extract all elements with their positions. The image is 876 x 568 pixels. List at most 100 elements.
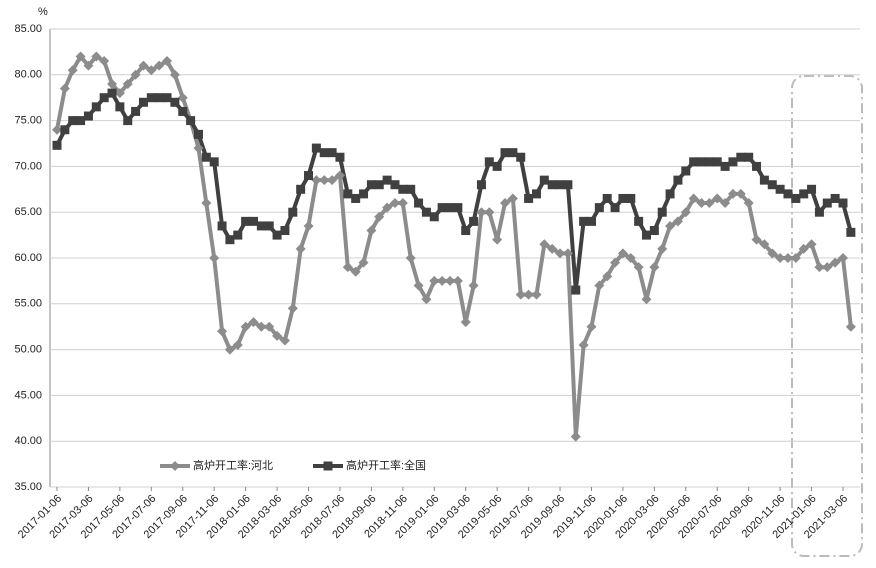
point-marker: [279, 335, 290, 346]
point-marker: [618, 193, 628, 203]
point-marker: [570, 431, 581, 442]
point-marker: [437, 203, 447, 213]
point-marker: [665, 189, 675, 199]
point-marker: [209, 157, 219, 167]
point-marker: [752, 161, 762, 171]
point-marker: [610, 203, 620, 213]
point-marker: [461, 226, 471, 236]
point-marker: [429, 212, 439, 222]
point-marker: [209, 253, 220, 263]
point-marker: [704, 198, 715, 209]
point-marker: [633, 262, 644, 273]
point-marker: [492, 234, 503, 245]
point-marker: [594, 203, 604, 213]
point-marker: [52, 140, 62, 150]
point-marker: [641, 294, 652, 305]
point-marker: [767, 248, 778, 259]
point-marker: [500, 148, 510, 158]
point-marker: [452, 275, 463, 286]
point-marker: [791, 193, 801, 203]
legend-label: 高炉开工率:全国: [346, 458, 426, 472]
point-marker: [201, 198, 212, 209]
point-marker: [563, 180, 573, 190]
point-marker: [327, 148, 337, 158]
point-marker: [249, 216, 258, 226]
point-marker: [523, 289, 534, 300]
point-marker: [296, 184, 306, 194]
point-marker: [586, 216, 596, 226]
point-marker: [169, 69, 180, 80]
point-marker: [814, 207, 824, 217]
series-line: [55, 54, 853, 439]
point-marker: [350, 266, 361, 277]
point-marker: [775, 253, 786, 263]
point-marker: [649, 226, 659, 236]
point-marker: [272, 230, 282, 240]
point-marker: [319, 175, 330, 186]
point-marker: [469, 216, 479, 226]
point-marker: [154, 93, 164, 103]
point-marker: [642, 230, 651, 240]
point-marker: [838, 253, 848, 263]
point-marker: [704, 157, 714, 167]
point-marker: [845, 321, 856, 332]
point-marker: [311, 143, 321, 153]
point-marker: [91, 102, 101, 112]
point-marker: [571, 285, 581, 295]
point-marker: [123, 116, 133, 126]
point-marker: [405, 253, 416, 263]
point-marker: [382, 202, 393, 213]
point-marker: [232, 340, 243, 351]
point-marker: [122, 78, 133, 89]
point-marker: [759, 175, 769, 185]
point-marker: [617, 248, 628, 259]
point-marker: [547, 243, 558, 254]
point-marker: [201, 152, 211, 162]
point-marker: [562, 248, 573, 259]
point-marker: [146, 65, 157, 76]
y-tick-label: 40.00: [14, 435, 42, 447]
point-marker: [712, 193, 723, 204]
point-marker: [256, 321, 267, 332]
point-marker: [225, 235, 235, 245]
highlight-box: [791, 75, 863, 557]
y-tick-label: 85.00: [14, 23, 42, 35]
point-marker: [657, 243, 668, 254]
point-marker: [775, 184, 785, 194]
y-tick-label: 70.00: [14, 160, 42, 172]
point-marker: [217, 221, 227, 231]
point-marker: [712, 157, 722, 167]
point-marker: [146, 93, 156, 103]
point-marker: [594, 280, 605, 291]
point-marker: [162, 56, 173, 67]
point-marker: [744, 152, 754, 162]
point-marker: [83, 60, 94, 71]
point-marker: [389, 198, 400, 209]
y-tick-label: 55.00: [14, 298, 42, 310]
point-marker: [492, 161, 502, 171]
point-marker: [327, 175, 338, 186]
point-marker: [689, 157, 699, 167]
point-marker: [421, 294, 432, 305]
point-marker: [830, 257, 841, 268]
legend-marker: [170, 461, 180, 471]
point-marker: [272, 330, 283, 341]
point-marker: [240, 321, 251, 332]
point-marker: [107, 88, 117, 98]
point-marker: [515, 289, 526, 300]
point-marker: [727, 188, 738, 199]
point-marker: [626, 193, 636, 203]
point-marker: [531, 289, 542, 300]
point-marker: [688, 193, 699, 204]
point-marker: [680, 207, 691, 218]
point-marker: [555, 248, 566, 259]
legend-marker: [323, 461, 333, 471]
point-marker: [366, 225, 377, 236]
point-marker: [83, 111, 93, 121]
point-marker: [782, 253, 793, 263]
point-marker: [838, 198, 848, 208]
point-marker: [52, 124, 62, 135]
point-marker: [697, 157, 707, 167]
point-marker: [59, 83, 70, 94]
